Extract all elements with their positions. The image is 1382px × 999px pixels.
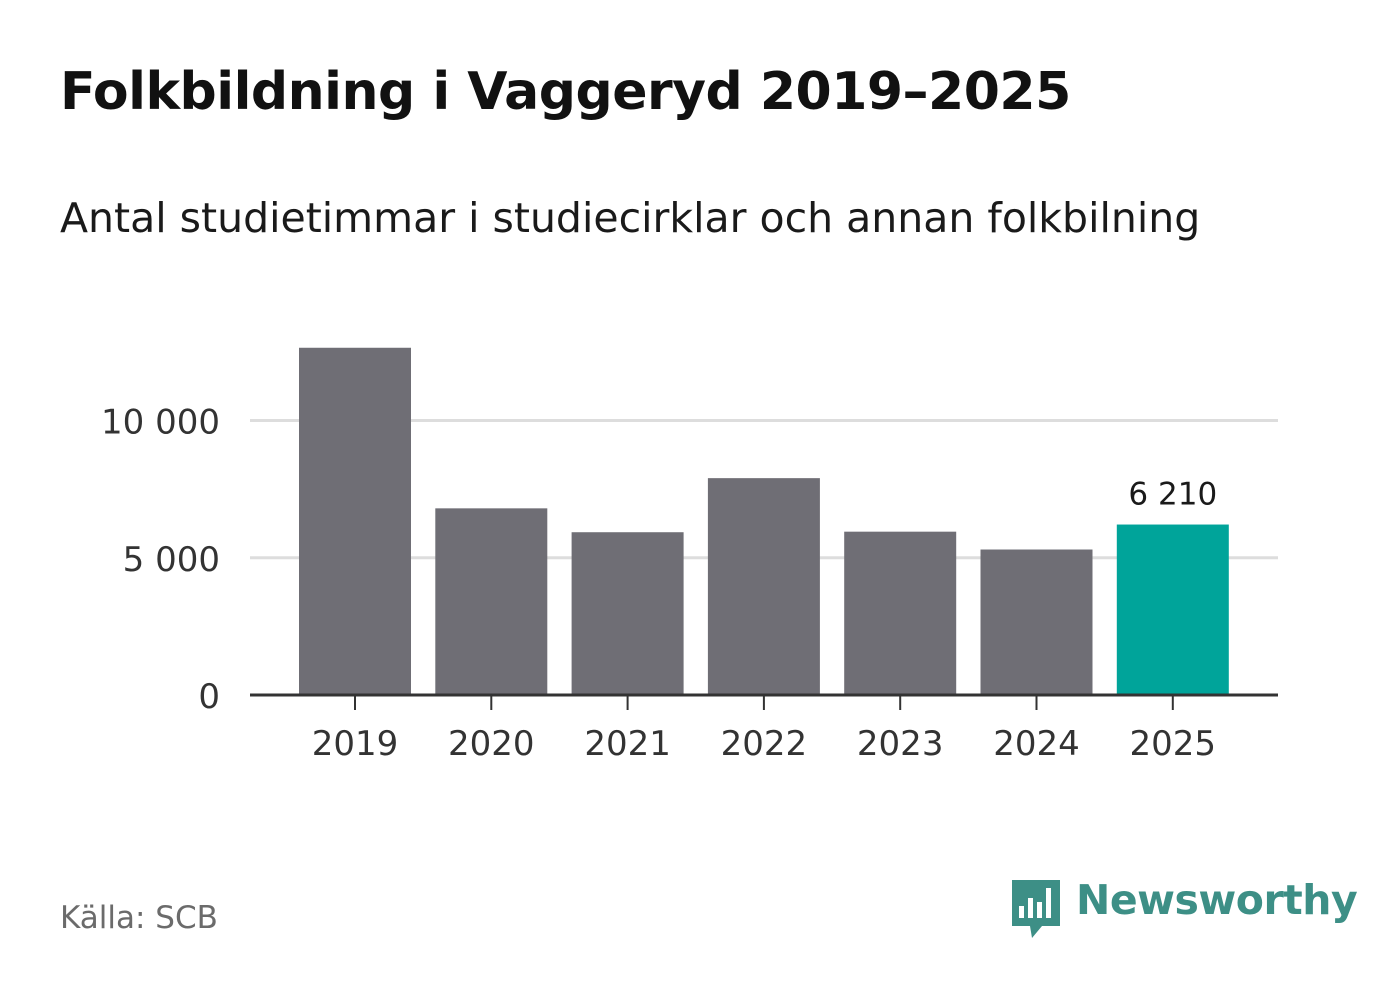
bar (571, 532, 684, 695)
chart-title: Folkbildning i Vaggeryd 2019–2025 (60, 62, 1071, 122)
x-tick-label: 2020 (448, 724, 535, 764)
x-tick-label: 2025 (1130, 724, 1217, 764)
x-tick-label: 2021 (584, 724, 671, 764)
x-tick-label: 2023 (857, 724, 944, 764)
y-tick-label: 0 (198, 677, 220, 717)
bar (707, 478, 820, 695)
bar-chart-speech-bubble-icon (1012, 880, 1060, 938)
y-tick-label: 5 000 (123, 540, 220, 580)
brand-logo: Newsworthy (1010, 876, 1358, 940)
bar (980, 549, 1093, 695)
bar (435, 508, 548, 695)
source-note: Källa: SCB (60, 900, 218, 936)
chart-subtitle: Antal studietimmar i studiecirklar och a… (60, 194, 1201, 242)
bar (299, 347, 411, 695)
brand-name: Newsworthy (1076, 876, 1358, 924)
bar (844, 531, 957, 695)
x-tick-label: 2022 (721, 724, 808, 764)
x-tick-label: 2024 (993, 724, 1080, 764)
bar (1116, 524, 1229, 695)
y-tick-label: 10 000 (101, 403, 220, 443)
data-label: 6 210 (1128, 477, 1217, 513)
x-tick-label: 2019 (312, 724, 399, 764)
